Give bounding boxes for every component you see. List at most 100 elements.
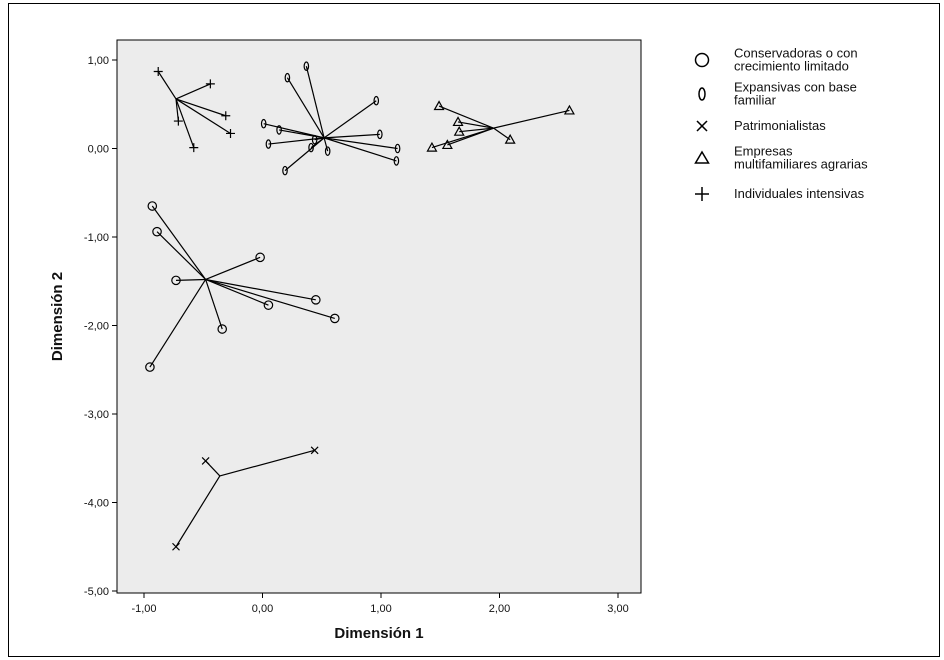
centroid-link-series-0 <box>205 256 261 281</box>
legend-ellipse-icon <box>698 87 706 101</box>
data-point-series-0 <box>145 362 155 372</box>
plus-marker <box>221 111 231 121</box>
data-point-series-1 <box>260 118 267 129</box>
circle-marker <box>147 201 158 211</box>
plot-area <box>116 39 642 594</box>
centroid-link-series-1 <box>324 133 380 139</box>
ellipse-marker <box>260 118 267 129</box>
circle-marker <box>263 300 274 310</box>
legend-label: crecimiento limitado <box>734 59 849 74</box>
data-point-series-1 <box>377 129 383 140</box>
x-tick-label: 0,00 <box>252 603 273 615</box>
centroid-link-series-0 <box>205 278 316 301</box>
centroid-link-series-1 <box>268 137 325 145</box>
centroid-links <box>149 66 570 548</box>
data-point-series-1 <box>308 142 314 153</box>
centroid-link-series-0 <box>156 231 207 280</box>
centroid-link-series-0 <box>175 278 206 281</box>
data-point-series-4 <box>221 111 231 121</box>
x-tick-label: 1,00 <box>370 603 391 615</box>
centroid-link-series-1 <box>284 137 325 172</box>
legend-symbol <box>695 187 709 201</box>
centroid-link-series-0 <box>149 279 207 368</box>
y-axis-label: Dimensión 2 <box>49 272 66 361</box>
triangle-marker <box>453 125 465 136</box>
plus-marker <box>173 116 183 126</box>
circle-marker <box>329 313 340 324</box>
ellipse-marker <box>308 142 314 153</box>
centroid-link-series-2 <box>219 449 315 477</box>
data-point-series-1 <box>373 95 380 106</box>
data-point-series-1 <box>276 125 282 135</box>
data-point-series-1 <box>265 139 272 149</box>
ellipse-marker <box>377 129 383 140</box>
legend-label: familiar <box>734 93 777 108</box>
y-tick-label: 0,00 <box>88 144 109 156</box>
ellipse-marker <box>276 125 282 135</box>
x-marker <box>310 446 319 455</box>
data-point-series-1 <box>282 165 288 176</box>
centroid-link-series-0 <box>205 279 223 330</box>
data-points <box>145 61 575 551</box>
centroid-link-series-1 <box>286 77 325 139</box>
data-point-series-3 <box>433 100 445 111</box>
legend-triangle-icon <box>694 150 710 164</box>
axis-ticks: -1,00 0,00 1,00 2,00 3,00 1,00 0,00 -1,00 -2,00 -… <box>84 55 629 615</box>
ellipse-marker <box>324 146 331 156</box>
legend-label: multifamiliares agrarias <box>734 157 868 172</box>
centroid-link-series-4 <box>175 83 211 100</box>
ellipse-marker <box>394 143 401 154</box>
data-point-series-0 <box>263 300 274 310</box>
circle-marker <box>171 275 181 286</box>
x-marker <box>201 456 210 465</box>
y-tick-label: 1,00 <box>88 55 109 67</box>
centroid-link-series-1 <box>323 137 397 162</box>
centroid-link-series-3 <box>438 105 494 129</box>
legend-symbol <box>696 120 708 132</box>
triangle-marker <box>433 100 445 111</box>
triangle-marker <box>426 141 438 152</box>
centroid-link-series-3 <box>431 127 494 149</box>
circle-marker <box>311 295 321 305</box>
x-tick-label: 3,00 <box>607 603 628 615</box>
circle-marker <box>145 362 155 372</box>
data-point-series-3 <box>563 104 575 115</box>
centroid-link-series-4 <box>175 98 195 148</box>
ellipse-marker <box>282 165 288 176</box>
centroid-link-series-1 <box>305 66 325 139</box>
ellipse-marker <box>393 156 400 166</box>
legend-x-icon <box>696 120 708 132</box>
legend-symbol <box>694 52 710 68</box>
data-point-series-0 <box>329 313 340 324</box>
data-point-series-2 <box>201 456 210 465</box>
data-point-series-1 <box>303 61 310 71</box>
data-point-series-4 <box>226 128 236 138</box>
centroid-link-series-1 <box>323 100 377 139</box>
legend-entry: Individuales intensivas <box>695 186 865 201</box>
data-point-series-1 <box>324 146 331 156</box>
centroid-link-series-1 <box>323 137 329 152</box>
plus-marker <box>189 143 199 153</box>
centroid-link-series-3 <box>459 127 494 133</box>
plus-marker <box>226 128 236 138</box>
data-point-series-3 <box>452 116 464 127</box>
triangle-marker <box>504 133 516 144</box>
centroid-link-series-3 <box>493 127 511 141</box>
data-point-series-3 <box>453 125 465 136</box>
data-point-series-0 <box>147 201 158 211</box>
data-point-series-2 <box>310 446 319 455</box>
centroid-link-series-0 <box>205 278 269 306</box>
y-tick-label: -4,00 <box>84 498 109 510</box>
centroid-link-series-3 <box>493 109 570 129</box>
data-point-series-1 <box>284 72 291 83</box>
centroid-link-series-4 <box>157 71 177 100</box>
data-point-series-3 <box>426 141 438 152</box>
data-point-series-1 <box>393 156 400 166</box>
centroid-link-series-4 <box>175 98 226 117</box>
y-tick-label: -5,00 <box>84 586 109 598</box>
data-point-series-2 <box>172 542 180 551</box>
